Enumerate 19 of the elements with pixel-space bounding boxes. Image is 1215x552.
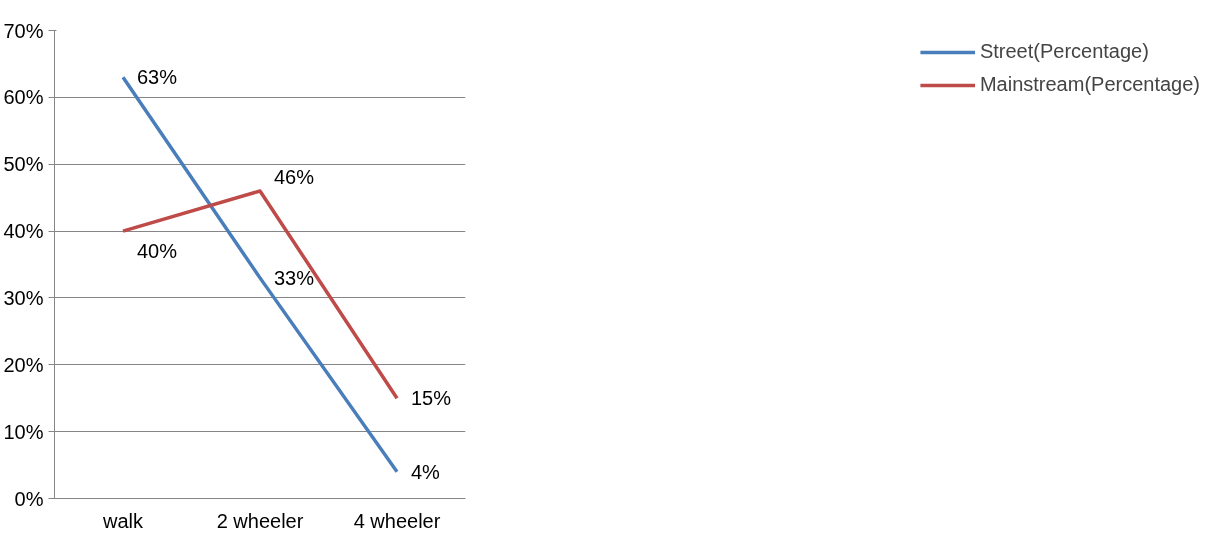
legend-label: Street(Percentage) bbox=[979, 40, 1149, 63]
y-tick-label: 0% bbox=[14, 487, 44, 510]
data-label: 46% bbox=[274, 165, 315, 188]
x-tick-label: 2 wheeler bbox=[216, 509, 304, 532]
data-label: 15% bbox=[411, 387, 452, 410]
y-tick-label: 60% bbox=[3, 86, 44, 109]
y-tick-label: 20% bbox=[3, 353, 44, 376]
data-label: 63% bbox=[137, 66, 178, 89]
data-label: 33% bbox=[274, 266, 315, 289]
y-tick-label: 40% bbox=[3, 220, 44, 243]
x-tick-label: walk bbox=[102, 509, 144, 532]
y-tick-label: 70% bbox=[3, 19, 44, 42]
data-label: 40% bbox=[137, 240, 178, 263]
y-tick-label: 10% bbox=[3, 420, 44, 443]
y-tick-label: 30% bbox=[3, 286, 44, 309]
legend-label: Mainstream(Percentage) bbox=[979, 73, 1200, 96]
data-label: 4% bbox=[411, 460, 441, 483]
y-tick-label: 50% bbox=[3, 153, 44, 176]
x-tick-label: 4 wheeler bbox=[353, 509, 441, 532]
